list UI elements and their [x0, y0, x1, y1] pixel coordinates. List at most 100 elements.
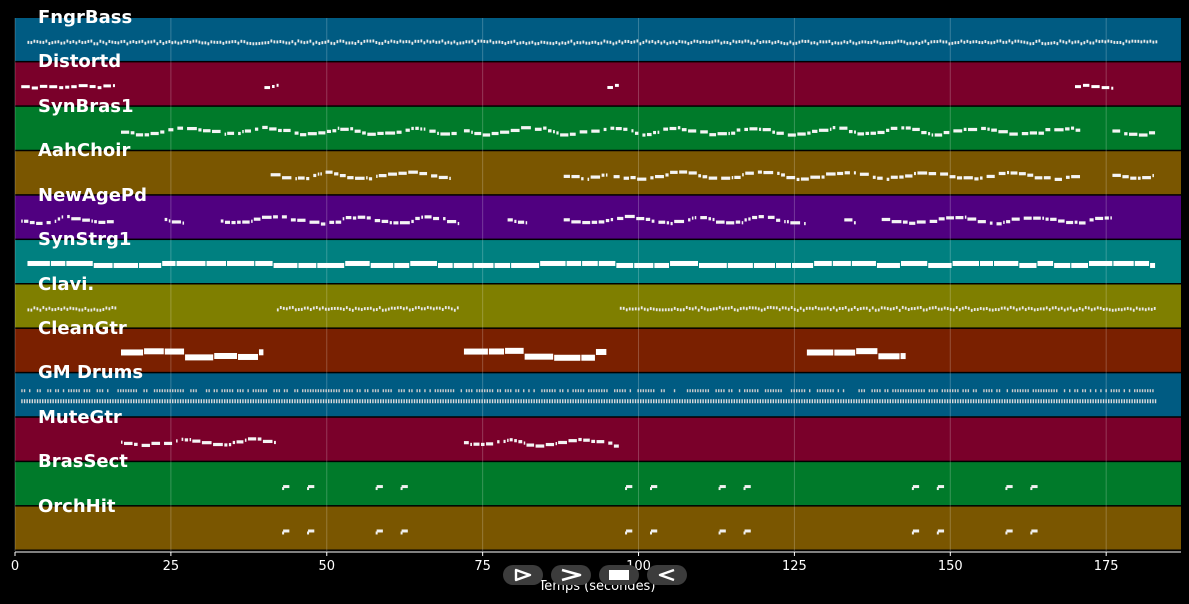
note	[1082, 83, 1090, 87]
note	[972, 399, 975, 404]
note	[534, 127, 542, 131]
note	[1092, 399, 1094, 404]
note	[666, 42, 669, 46]
note	[757, 170, 762, 174]
note	[991, 389, 993, 393]
note	[88, 399, 91, 404]
note	[850, 307, 853, 311]
note	[335, 220, 342, 224]
note	[1009, 305, 1012, 309]
note	[414, 39, 417, 43]
note	[515, 389, 517, 393]
note	[156, 399, 158, 404]
note	[450, 389, 452, 393]
note	[556, 131, 559, 135]
note	[666, 221, 670, 225]
fast-forward-button[interactable]	[551, 565, 591, 585]
note	[376, 174, 378, 178]
note	[498, 40, 501, 44]
note	[742, 173, 744, 177]
note	[923, 399, 925, 404]
note	[111, 306, 114, 310]
note	[290, 218, 296, 222]
note	[920, 399, 923, 404]
note	[402, 307, 405, 311]
note	[1039, 307, 1042, 311]
note	[961, 306, 964, 310]
note	[52, 399, 54, 404]
note	[168, 219, 171, 223]
note	[357, 215, 366, 219]
note	[651, 219, 655, 223]
note	[229, 399, 231, 404]
stop-button[interactable]	[599, 565, 639, 585]
note	[60, 399, 62, 404]
note	[497, 440, 500, 444]
note	[536, 399, 538, 404]
note	[698, 174, 702, 178]
note	[1030, 307, 1033, 311]
note	[899, 175, 904, 179]
note	[1035, 39, 1038, 43]
rewind-button[interactable]	[647, 565, 687, 585]
note	[1074, 40, 1077, 44]
play-forward-button[interactable]	[503, 565, 543, 585]
note	[837, 399, 840, 404]
note	[340, 127, 349, 131]
note	[1053, 399, 1055, 404]
note	[1043, 176, 1051, 180]
note	[504, 389, 507, 393]
note	[889, 307, 892, 311]
note	[255, 260, 273, 266]
note	[276, 399, 278, 404]
note	[423, 127, 426, 131]
note	[654, 41, 657, 45]
note	[234, 399, 236, 404]
note	[432, 39, 435, 43]
note	[723, 40, 726, 44]
track-label: SynStrg1	[38, 229, 132, 251]
note	[318, 131, 326, 135]
note	[980, 399, 983, 404]
note	[477, 39, 480, 43]
note	[361, 399, 364, 404]
note	[182, 221, 185, 225]
note	[982, 307, 985, 311]
note	[614, 83, 619, 87]
note	[1032, 389, 1035, 393]
note	[297, 176, 305, 180]
note	[262, 125, 268, 130]
note	[832, 260, 851, 266]
note	[1110, 40, 1113, 44]
note	[393, 306, 396, 310]
track-label: SynBras1	[38, 95, 134, 117]
note	[463, 348, 488, 355]
note	[268, 399, 270, 404]
note	[192, 39, 195, 43]
note	[187, 126, 197, 131]
note	[973, 308, 976, 312]
note	[621, 399, 624, 404]
note	[117, 399, 119, 404]
note	[33, 39, 36, 43]
note	[1074, 220, 1078, 224]
note	[36, 221, 43, 226]
note	[396, 40, 399, 44]
note	[317, 399, 320, 404]
note	[1027, 399, 1029, 404]
note	[1144, 308, 1147, 312]
note	[335, 389, 338, 393]
note	[491, 389, 494, 393]
note	[796, 399, 798, 404]
note	[658, 399, 660, 404]
tick-label: 150	[937, 559, 963, 574]
note	[294, 131, 299, 135]
note	[279, 306, 282, 310]
note	[731, 176, 734, 180]
note	[813, 41, 816, 45]
note	[1018, 172, 1026, 176]
note	[727, 306, 730, 310]
note	[1134, 260, 1150, 266]
note	[980, 176, 983, 180]
note	[819, 389, 821, 393]
